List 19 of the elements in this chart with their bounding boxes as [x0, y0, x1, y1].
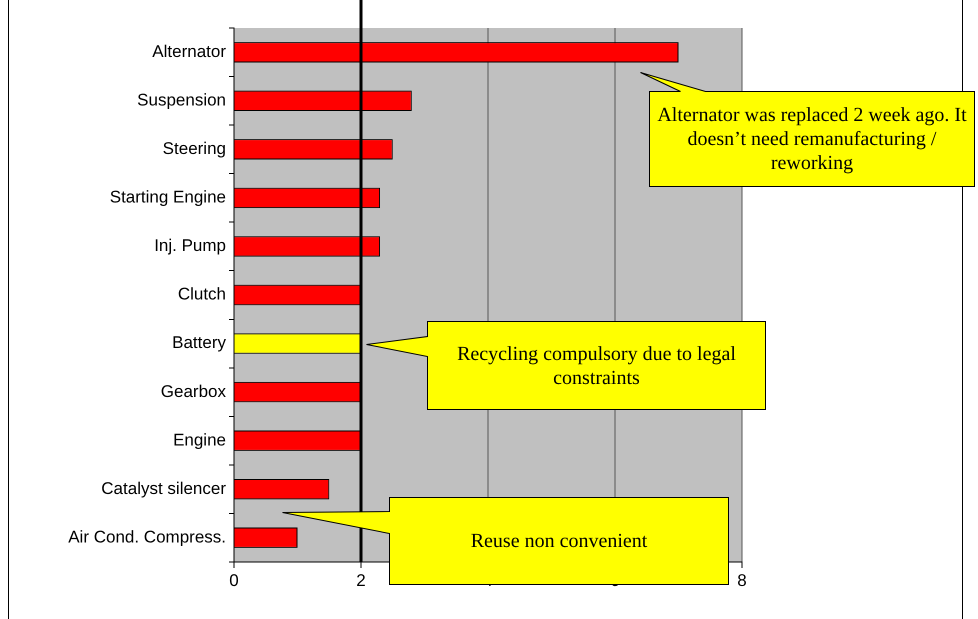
- y-tick-label: Engine: [173, 430, 226, 450]
- y-tick-label: Starting Engine: [110, 188, 226, 207]
- y-tick-label: Air Cond. Compress.: [68, 527, 226, 546]
- y-tick-label: Steering: [162, 139, 226, 158]
- y-tick-label: Inj. Pump: [154, 236, 226, 256]
- y-tick-label: Suspension: [137, 90, 226, 110]
- x-tick-label: 2: [356, 570, 366, 590]
- y-tick-label: Clutch: [178, 284, 226, 304]
- y-tick-label: Catalyst silencer: [101, 478, 226, 498]
- annotation: Recycling compulsory due to legal constraints: [456, 342, 737, 390]
- callout-box: Recycling compulsory due to legal constraints: [366, 321, 766, 410]
- y-tick-label: Gearbox: [160, 382, 226, 401]
- y-tick-label: Battery: [172, 333, 226, 352]
- annotation: Alternator was replaced 2 week ago. It doesn’t need remanufacturing / reworking: [656, 103, 968, 175]
- x-tick-label: 0: [229, 570, 239, 590]
- x-tick-label: 8: [737, 570, 747, 590]
- annotation: Reuse non convenient: [470, 529, 648, 553]
- callout-box: Alternator was replaced 2 week ago. It doesn’t need remanufacturing / reworking: [640, 72, 975, 187]
- y-tick-label: Alternator: [152, 42, 226, 61]
